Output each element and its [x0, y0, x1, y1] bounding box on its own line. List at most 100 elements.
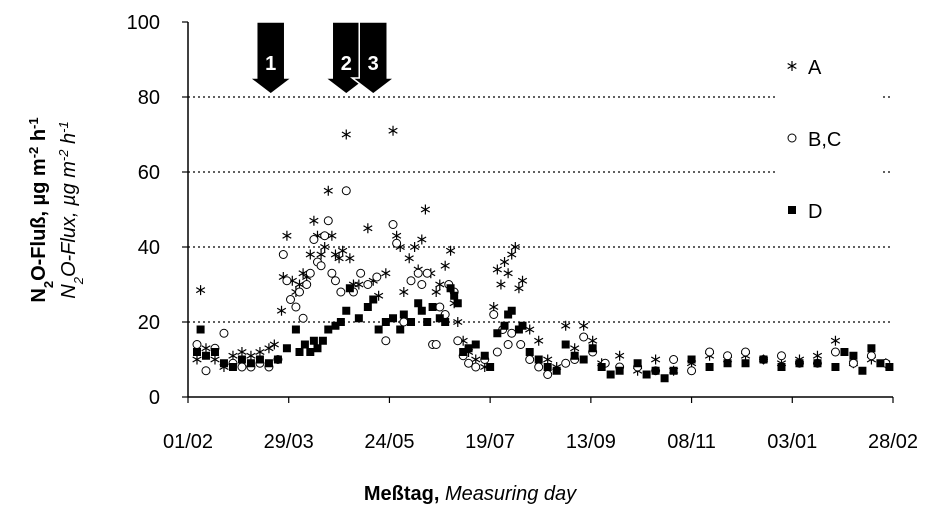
y-label-part: O-Fluß, µg m	[28, 158, 50, 281]
point	[464, 358, 474, 368]
point	[517, 275, 528, 286]
y-label-part: -2	[56, 149, 71, 161]
point	[392, 238, 402, 248]
x-tick-label: 29/03	[264, 431, 314, 453]
point	[518, 321, 527, 330]
point	[446, 284, 455, 293]
point	[369, 295, 378, 304]
point	[201, 351, 210, 360]
point	[309, 235, 319, 244]
point	[298, 313, 308, 323]
point	[450, 291, 459, 300]
point	[320, 231, 330, 241]
point	[269, 339, 279, 350]
point	[389, 314, 398, 323]
point	[264, 359, 273, 368]
point	[306, 348, 315, 356]
point	[669, 355, 679, 364]
point	[453, 299, 462, 308]
point	[309, 215, 319, 226]
point	[471, 340, 480, 349]
x-tick-label: 19/07	[465, 431, 515, 453]
point	[849, 351, 858, 360]
point	[431, 340, 441, 349]
point	[492, 264, 502, 275]
y-axis-label: N2O-Fluß, µg m-2 h-1	[26, 117, 56, 302]
point	[381, 318, 390, 326]
point	[516, 340, 526, 349]
point	[409, 242, 420, 252]
point	[413, 268, 423, 278]
point	[316, 261, 326, 271]
x-label-de: Meßtag,	[364, 483, 440, 505]
point	[298, 268, 308, 279]
point	[500, 321, 509, 330]
point	[407, 318, 416, 326]
point	[489, 310, 499, 319]
legend-label: D	[808, 201, 822, 223]
point	[327, 230, 337, 241]
point	[255, 355, 264, 364]
point	[417, 280, 427, 289]
point	[570, 351, 579, 360]
point	[866, 351, 876, 361]
point	[561, 320, 571, 331]
point	[323, 216, 333, 226]
point	[201, 343, 211, 354]
x-label-en: Measuring day	[445, 483, 577, 505]
point	[579, 320, 589, 331]
point	[318, 336, 327, 345]
point	[615, 350, 625, 361]
legend-label: B,C	[808, 129, 841, 151]
point	[441, 318, 450, 326]
point	[435, 279, 445, 290]
point	[705, 363, 714, 371]
point	[196, 325, 205, 334]
point	[381, 268, 391, 279]
point	[246, 350, 256, 361]
point	[453, 317, 463, 327]
point	[201, 366, 211, 376]
point	[633, 359, 642, 368]
x-tick-label: 03/01	[767, 431, 817, 453]
arrow	[247, 21, 294, 95]
point	[795, 359, 804, 368]
point	[787, 61, 797, 71]
point	[305, 249, 315, 260]
point	[399, 317, 409, 327]
arrow-label: 2	[341, 53, 352, 75]
point	[388, 220, 398, 229]
y-tick-label: 20	[138, 312, 160, 334]
point	[440, 260, 450, 271]
point	[848, 358, 858, 368]
point	[295, 348, 304, 356]
point	[510, 242, 520, 252]
point	[414, 299, 423, 308]
point	[759, 355, 768, 364]
point	[588, 344, 597, 353]
x-tick-label: 01/02	[163, 431, 213, 453]
y-tick-label: 0	[149, 387, 160, 409]
point	[435, 314, 444, 323]
point	[669, 366, 678, 375]
point	[354, 279, 364, 290]
point	[788, 206, 796, 214]
point	[381, 336, 391, 346]
point	[543, 363, 552, 371]
point	[309, 336, 318, 345]
x-tick-label: 08/11	[667, 431, 716, 453]
point	[195, 285, 206, 296]
point	[777, 363, 786, 371]
point	[341, 129, 351, 140]
point	[579, 332, 589, 342]
y-label-part: h	[58, 133, 80, 150]
point	[428, 303, 437, 311]
point	[210, 348, 219, 356]
y-label-part: 2	[71, 276, 86, 285]
point	[372, 272, 382, 282]
point	[374, 325, 383, 334]
point	[282, 344, 291, 353]
point	[291, 325, 300, 334]
point	[741, 347, 751, 357]
point	[543, 354, 553, 365]
